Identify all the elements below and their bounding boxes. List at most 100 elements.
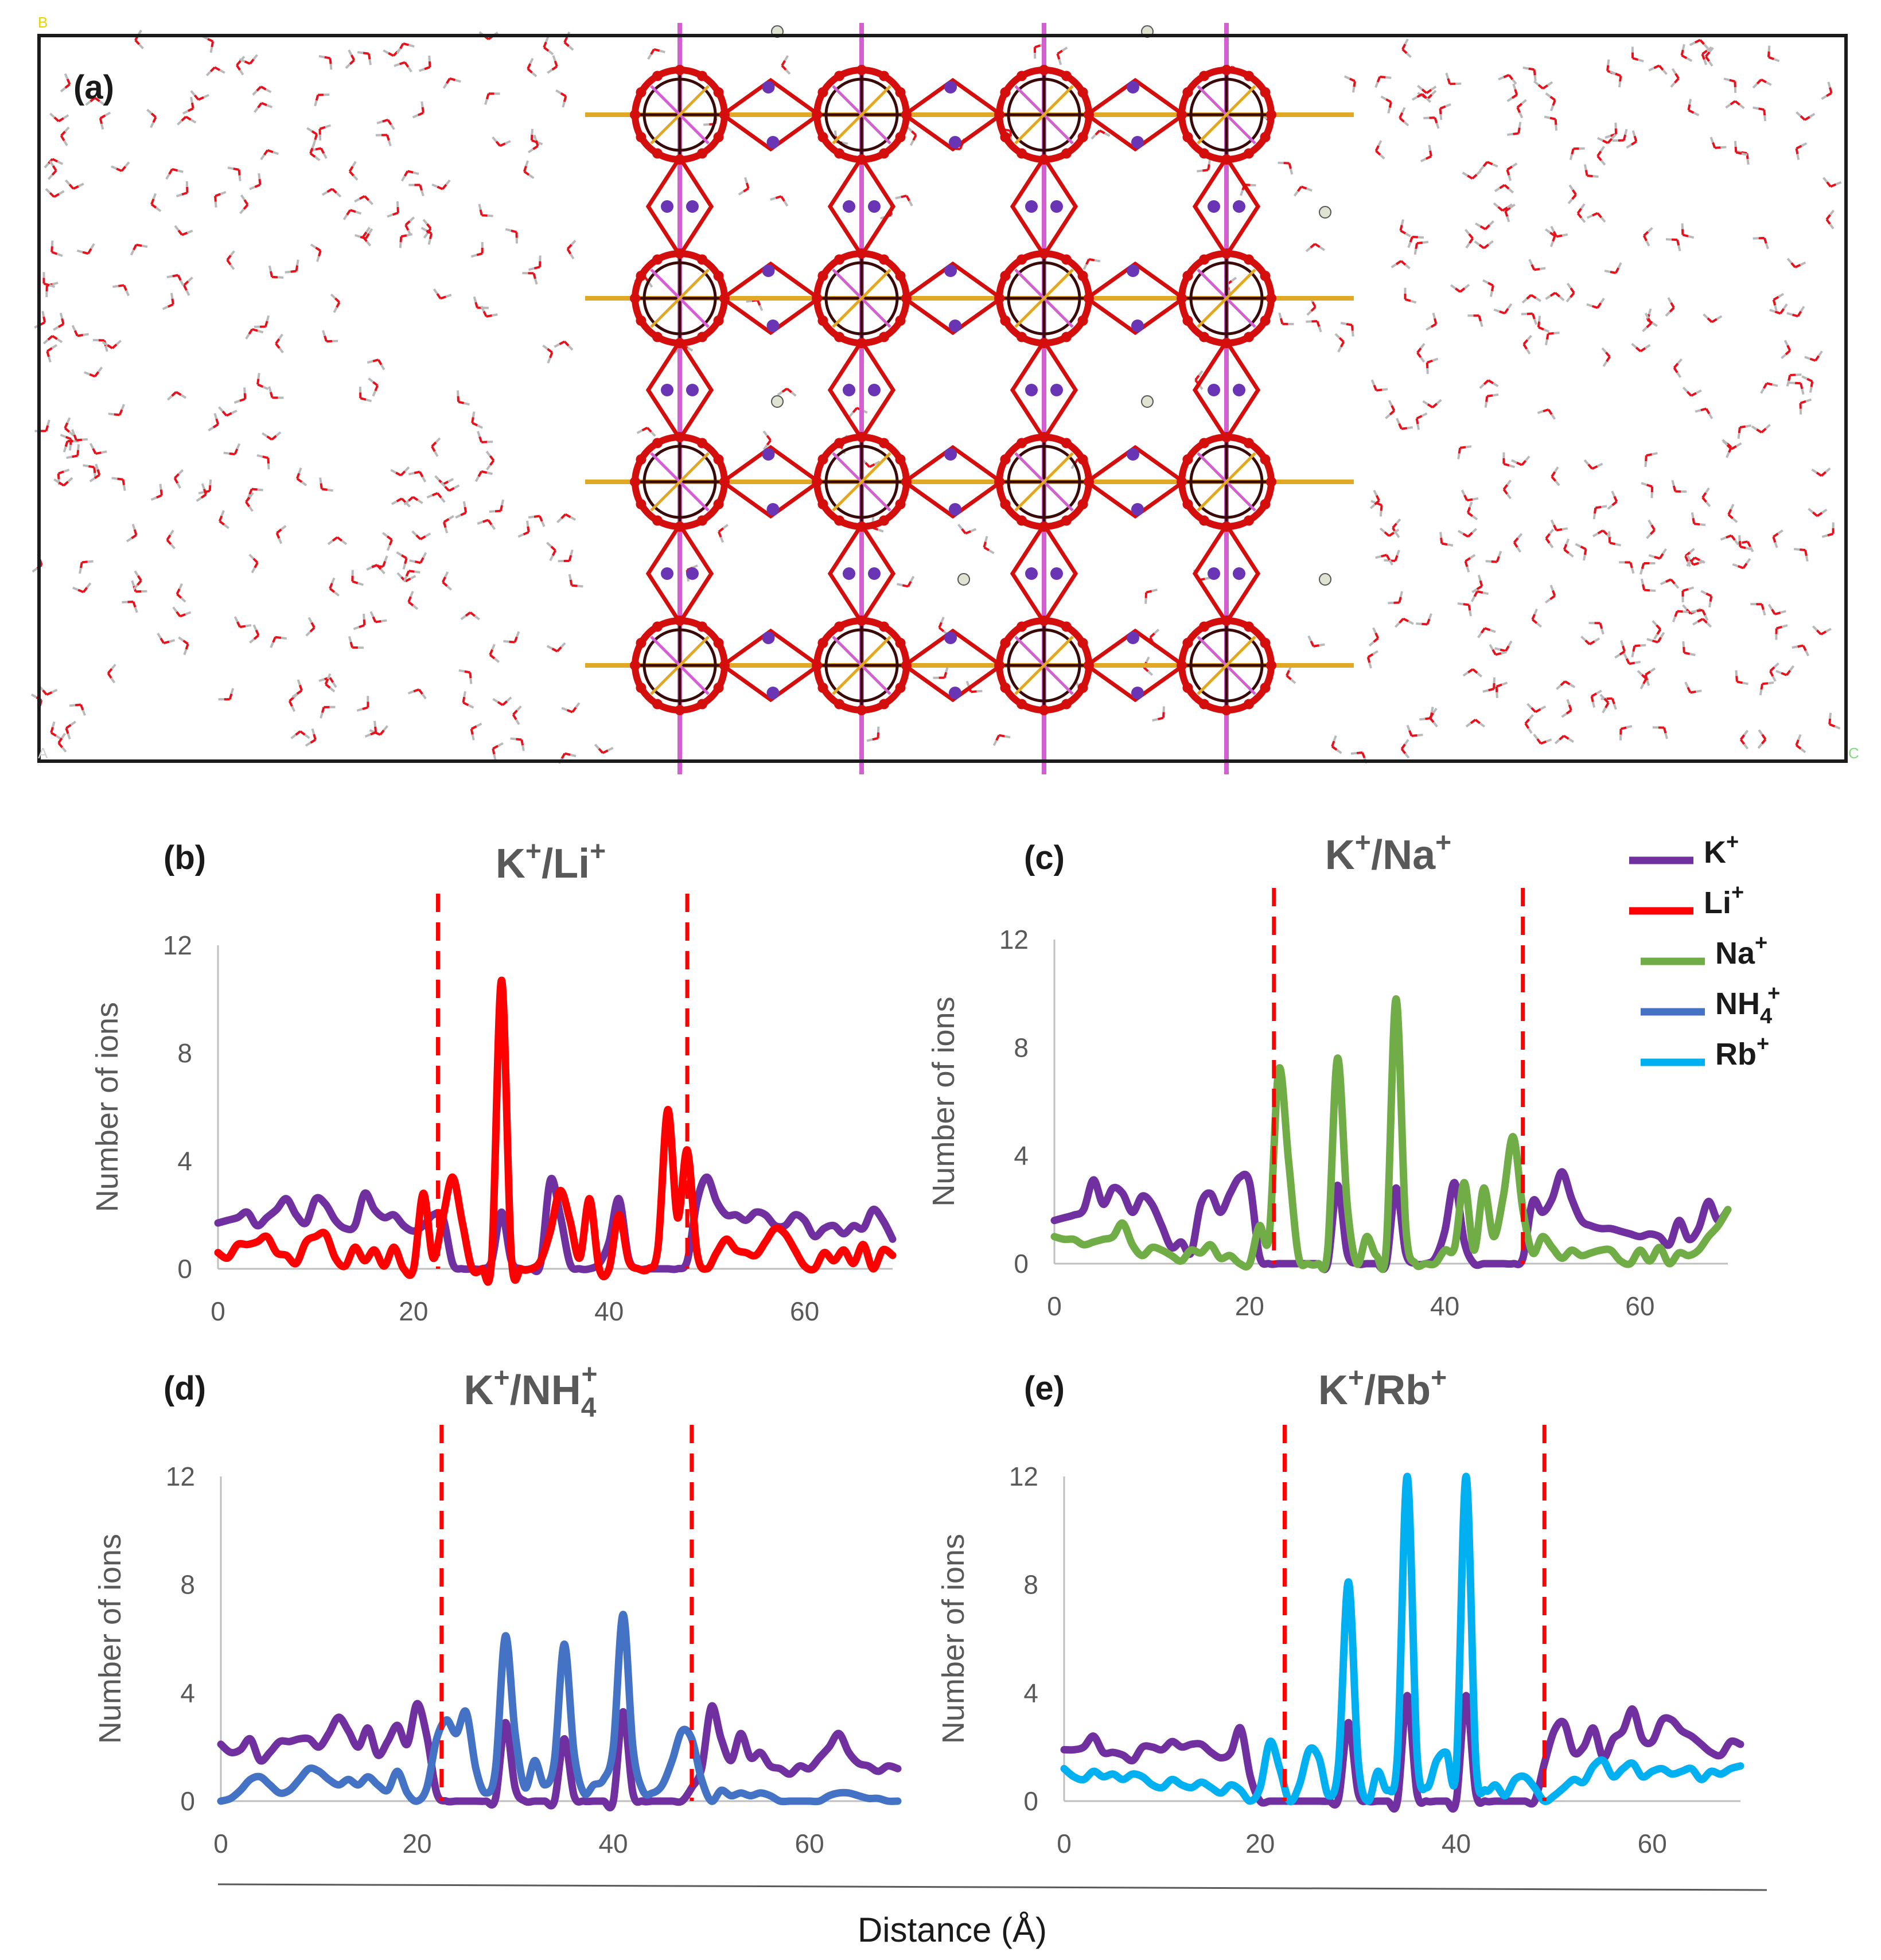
- water-bond: [1772, 299, 1777, 306]
- water-bond: [1513, 537, 1519, 543]
- water-bond: [299, 730, 306, 736]
- water-bond: [869, 463, 875, 468]
- water-bond: [543, 46, 550, 52]
- water-bond: [309, 147, 314, 154]
- framework-oxygen: [1077, 499, 1088, 509]
- water-bond: [446, 585, 453, 591]
- water-bond: [1300, 185, 1307, 190]
- water-bond: [408, 472, 415, 476]
- chart-title-part: /Rb: [1364, 1367, 1431, 1413]
- water-bond: [1600, 159, 1606, 166]
- water-bond: [1469, 237, 1474, 244]
- water-bond: [864, 462, 871, 468]
- water-bond: [1709, 595, 1713, 602]
- water-bond: [367, 53, 371, 60]
- y-tick-label: 4: [180, 1678, 195, 1708]
- water-bond: [1781, 672, 1787, 676]
- framework-oxygen: [1084, 660, 1094, 671]
- water-bond: [1670, 578, 1676, 585]
- water-bond: [1535, 708, 1541, 713]
- water-bond: [1403, 120, 1409, 127]
- water-bond: [1154, 629, 1160, 634]
- water-bond: [566, 709, 573, 714]
- water-bond: [72, 586, 79, 591]
- water-bond: [1746, 558, 1751, 564]
- water-bond: [492, 313, 498, 317]
- water-bond: [1631, 651, 1635, 658]
- water-bond: [329, 587, 336, 593]
- water-bond: [783, 200, 789, 207]
- framework-oxygen: [1000, 271, 1011, 281]
- framework-oxygen: [1177, 660, 1187, 671]
- water-bond: [333, 306, 338, 313]
- water-bond: [1650, 524, 1656, 531]
- water-bond: [1596, 302, 1602, 309]
- water-bond: [1830, 183, 1837, 188]
- potassium-ion: [1233, 200, 1245, 213]
- water-bond: [1619, 76, 1622, 82]
- framework-oxygen: [1000, 499, 1011, 509]
- water-bond: [49, 284, 56, 288]
- water-bond: [77, 334, 84, 337]
- water-bond: [469, 611, 476, 617]
- water-bond: [243, 393, 247, 399]
- water-bond: [1489, 629, 1496, 633]
- chart-title-sup: +: [1348, 1363, 1364, 1393]
- water-bond: [311, 130, 318, 135]
- water-bond: [1808, 508, 1814, 513]
- water-bond: [992, 739, 998, 746]
- water-bond: [564, 513, 571, 519]
- water-bond: [1088, 258, 1095, 262]
- water-bond: [486, 464, 492, 471]
- water-bond: [1489, 644, 1494, 650]
- water-bond: [152, 116, 157, 123]
- water-bond: [76, 438, 83, 442]
- water-bond: [353, 626, 360, 630]
- water-bond: [1591, 305, 1598, 309]
- water-bond: [1641, 482, 1648, 486]
- water-bond: [1583, 164, 1587, 170]
- water-bond: [412, 605, 419, 610]
- framework-oxygen: [719, 477, 730, 487]
- water-bond: [268, 386, 272, 393]
- water-bond: [66, 78, 71, 85]
- water-bond: [762, 430, 768, 437]
- water-bond: [387, 213, 394, 218]
- framework-spoke: [1197, 452, 1256, 512]
- water-bond: [1197, 169, 1203, 173]
- water-bond: [1703, 313, 1709, 319]
- water-bond: [477, 470, 482, 477]
- water-bond: [190, 96, 193, 103]
- water-bond: [257, 329, 264, 334]
- water-bond: [365, 240, 372, 247]
- framework-oxygen: [901, 110, 912, 120]
- water-bond: [1652, 620, 1658, 626]
- water-bond: [1533, 75, 1537, 81]
- water-bond: [395, 472, 402, 477]
- water-bond: [278, 537, 283, 544]
- water-bond: [1771, 383, 1778, 387]
- water-bond: [529, 58, 534, 64]
- water-bond: [1624, 128, 1628, 135]
- water-bond: [332, 536, 338, 542]
- water-bond: [413, 688, 420, 693]
- water-bond: [1736, 680, 1743, 684]
- water-bond: [460, 511, 467, 516]
- potassium-ion: [1131, 687, 1144, 699]
- water-bond: [1735, 676, 1738, 682]
- potassium-ion: [1131, 319, 1144, 332]
- chart-title-sub: 4: [581, 1393, 597, 1423]
- water-bond: [1701, 618, 1708, 624]
- water-bond: [539, 515, 543, 522]
- water-bond: [185, 115, 192, 121]
- water-bond: [546, 541, 552, 548]
- water-bond: [1535, 297, 1541, 302]
- water-bond: [1631, 130, 1636, 137]
- water-bond: [327, 540, 334, 545]
- water-bond: [307, 617, 313, 624]
- water-bond: [198, 96, 204, 101]
- water-bond: [162, 305, 169, 310]
- water-bond: [1469, 501, 1473, 508]
- chart-title-part: K: [1325, 832, 1355, 878]
